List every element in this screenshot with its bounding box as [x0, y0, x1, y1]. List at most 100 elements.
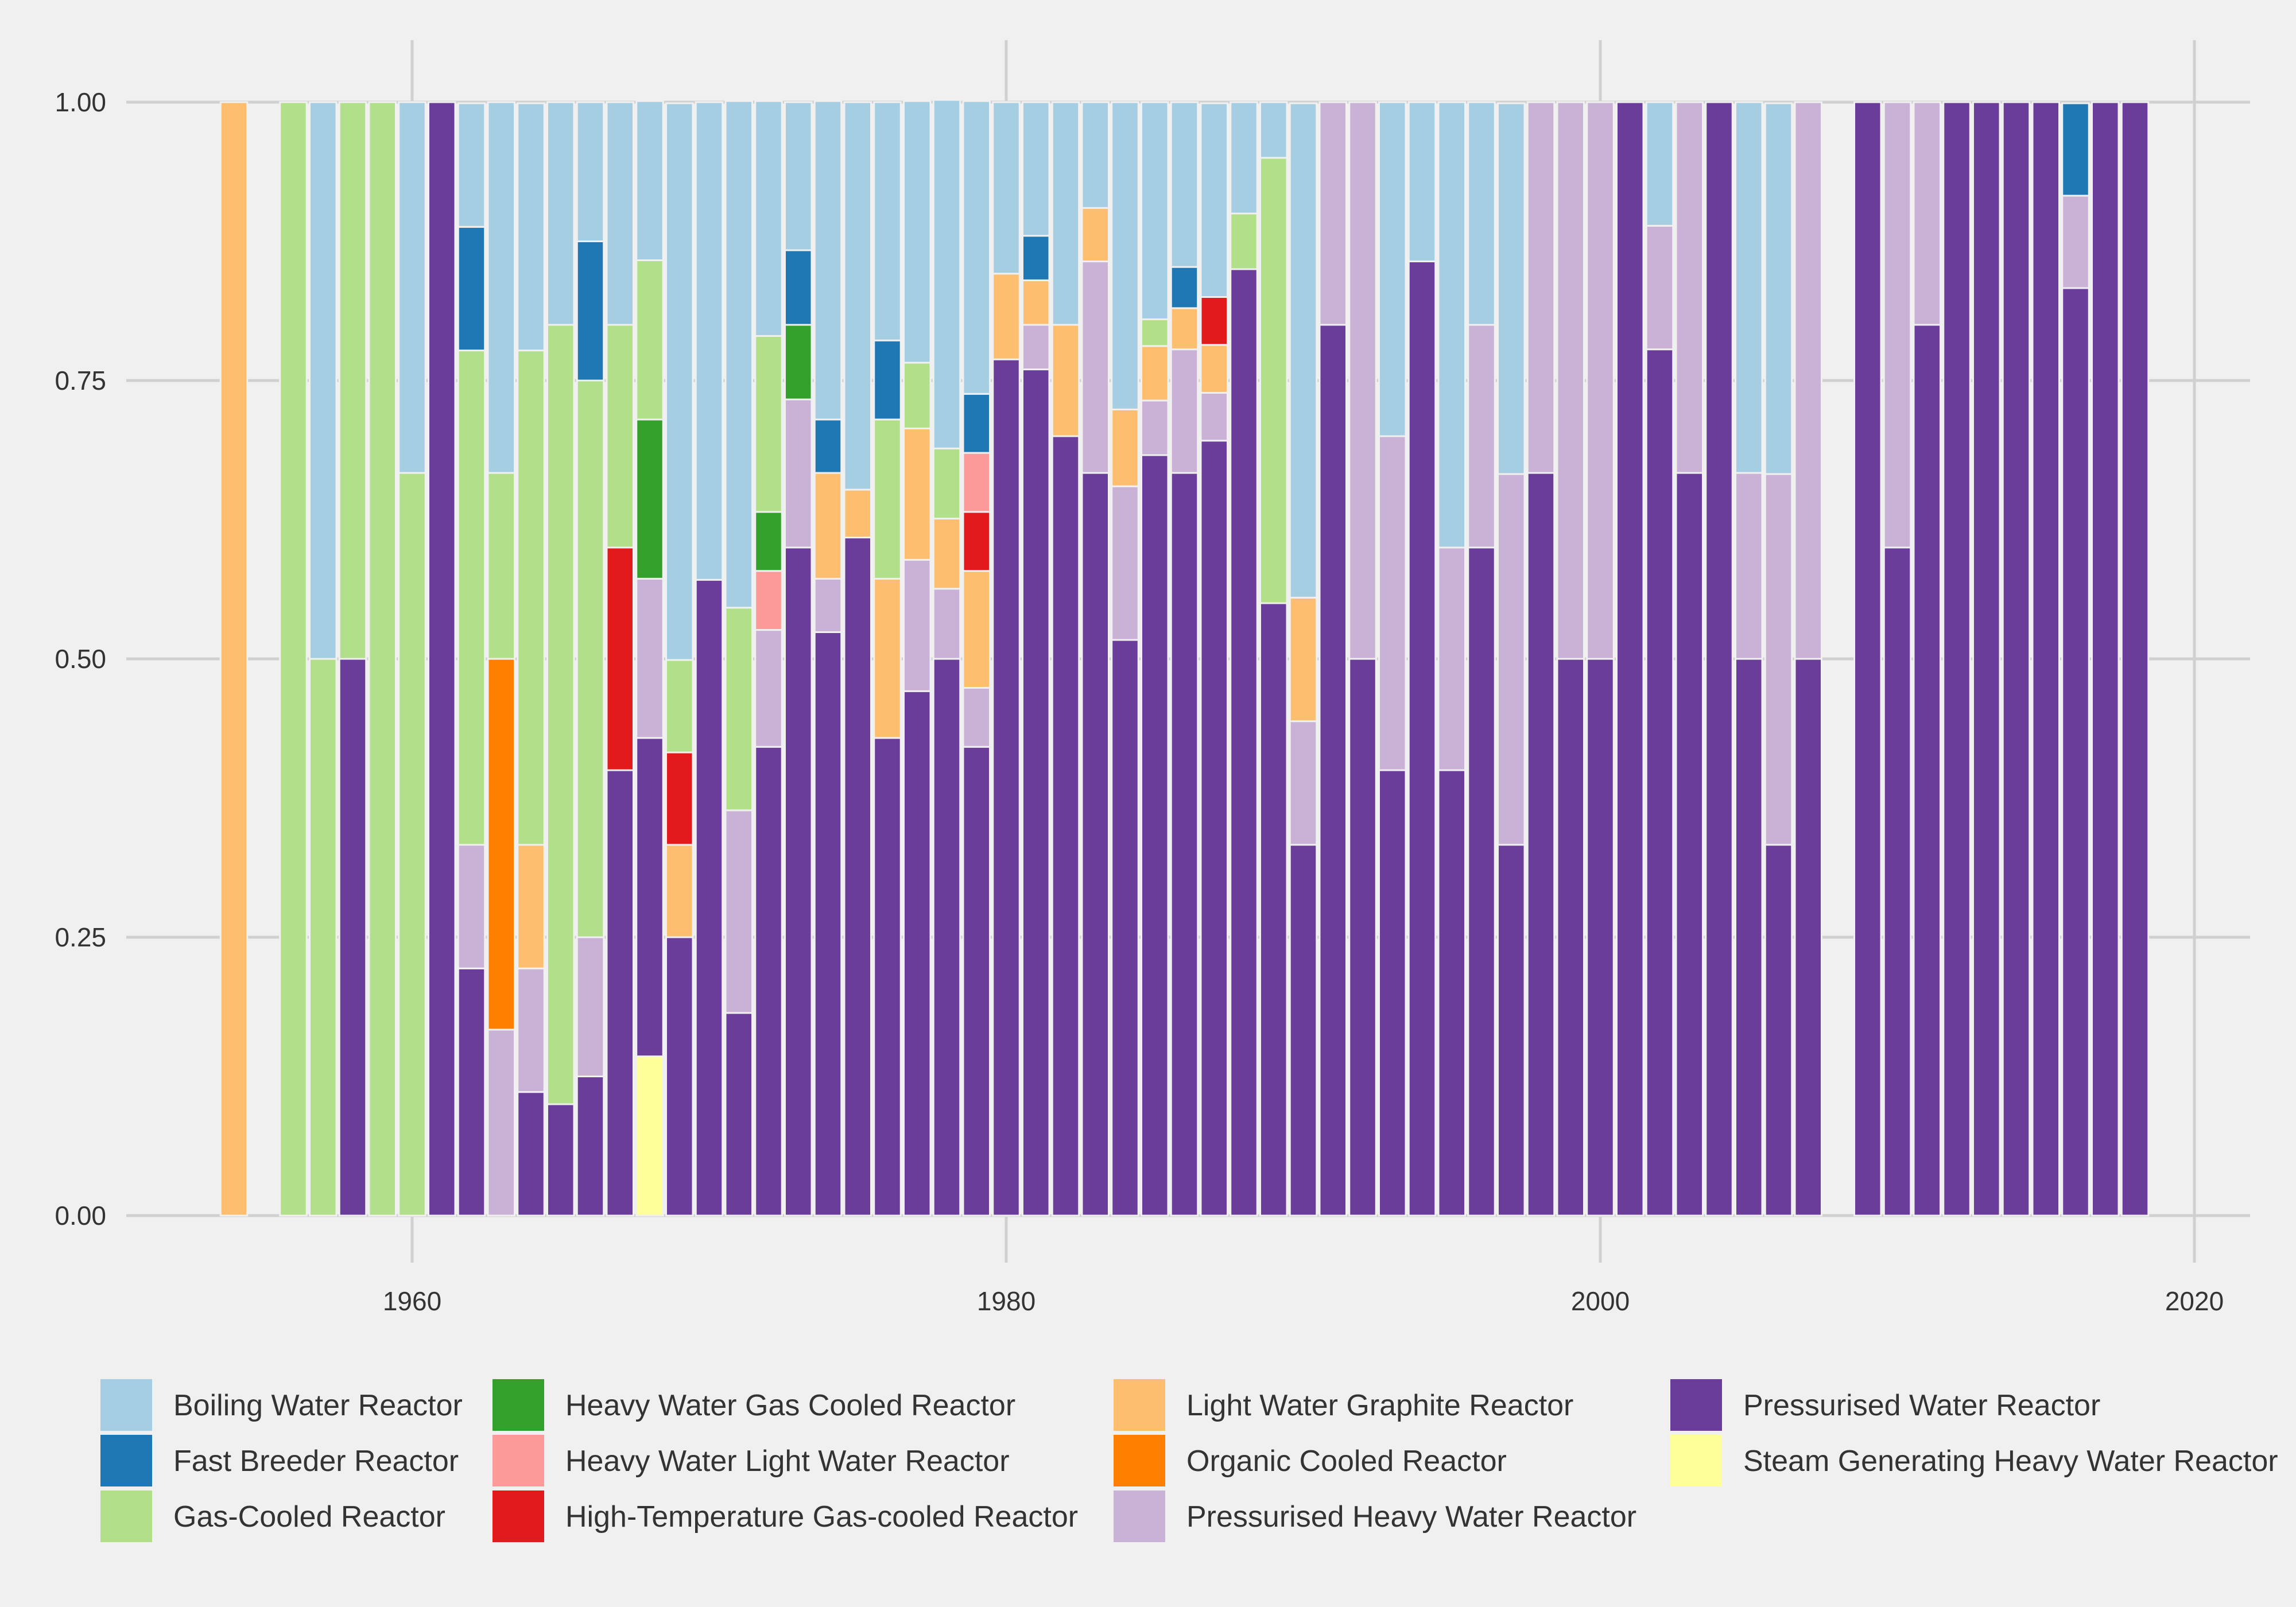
bar-segment-1987-pressurised-water-reactor — [1200, 440, 1228, 1217]
bar-segment-1980-boiling-water-reactor — [992, 101, 1021, 275]
bar-segment-1977-boiling-water-reactor — [903, 100, 932, 364]
bar-segment-1962-pressurised-water-reactor — [457, 967, 486, 1217]
bar-segment-1977-pressurised-heavy-water-reactor — [903, 558, 932, 692]
bar-segment-1956-gas-cooled-reactor — [279, 101, 308, 1217]
bar-segment-1966-pressurised-heavy-water-reactor — [576, 936, 605, 1077]
bar-segment-2018-pressurised-water-reactor — [2120, 101, 2150, 1217]
bar-segment-1977-pressurised-water-reactor — [903, 690, 932, 1217]
bar-segment-1997-pressurised-water-reactor — [1497, 844, 1526, 1217]
bar-segment-1991-pressurised-water-reactor — [1318, 324, 1347, 1217]
bar-segment-1988-pressurised-water-reactor — [1230, 268, 1258, 1217]
bar-segment-1972-boiling-water-reactor — [754, 100, 783, 337]
bar-segment-1958-gas-cooled-reactor — [338, 101, 367, 660]
bar-segment-2012-pressurised-water-reactor — [1942, 101, 1971, 1217]
bar-segment-1972-heavy-water-light-water-reactor — [754, 570, 783, 631]
bar-segment-1968-boiling-water-reactor — [635, 100, 664, 261]
bar-segment-1969-pressurised-water-reactor — [665, 936, 694, 1217]
bar-segment-1999-pressurised-water-reactor — [1556, 658, 1585, 1217]
y-tick-label: 1.00 — [55, 87, 106, 117]
bar-segment-2009-pressurised-water-reactor — [1853, 101, 1882, 1217]
bar-segment-1992-pressurised-water-reactor — [1348, 658, 1377, 1217]
legend-label-light-water-graphite-reactor: Light Water Graphite Reactor — [1186, 1389, 1573, 1422]
bar-segment-1967-high-temperature-gas-cooled-reactor — [606, 546, 634, 771]
legend-key-organic-cooled-reactor — [1114, 1435, 1165, 1486]
bar-segment-1972-pressurised-water-reactor — [754, 746, 783, 1217]
bar-segment-1987-high-temperature-gas-cooled-reactor — [1200, 296, 1228, 346]
bar-segment-1982-light-water-graphite-reactor — [1051, 324, 1080, 437]
bar-segment-1990-light-water-graphite-reactor — [1289, 596, 1318, 723]
legend-key-heavy-water-gas-cooled-reactor — [492, 1379, 544, 1431]
legend: Boiling Water Reactor Fast Breeder Reacto… — [100, 1379, 2278, 1542]
y-tick-label: 0.25 — [55, 922, 106, 952]
bar-segment-2002-pressurised-heavy-water-reactor — [1645, 224, 1674, 351]
bar-segment-2005-pressurised-heavy-water-reactor — [1735, 472, 1763, 660]
bar-segment-1976-pressurised-water-reactor — [873, 737, 902, 1217]
bar-segment-1991-pressurised-heavy-water-reactor — [1318, 101, 1347, 326]
bar-segment-1973-boiling-water-reactor — [784, 101, 813, 251]
bar-segment-1983-light-water-graphite-reactor — [1081, 207, 1110, 262]
bar-segment-1998-pressurised-water-reactor — [1526, 472, 1556, 1217]
bar-segment-2013-pressurised-water-reactor — [1972, 101, 2001, 1217]
bar-segment-1984-boiling-water-reactor — [1111, 101, 1139, 410]
bar-segment-1974-pressurised-heavy-water-reactor — [813, 577, 843, 633]
bars — [219, 99, 2150, 1217]
bar-segment-1977-gas-cooled-reactor — [903, 362, 932, 429]
bar-segment-2002-boiling-water-reactor — [1645, 101, 1674, 227]
bar-segment-1986-light-water-graphite-reactor — [1170, 307, 1199, 351]
legend-label-high-temperature-gas-cooled-reactor: High-Temperature Gas-cooled Reactor — [565, 1500, 1078, 1534]
bar-segment-1999-pressurised-heavy-water-reactor — [1556, 101, 1585, 660]
bar-segment-1968-pressurised-water-reactor — [635, 737, 664, 1058]
bar-segment-1979-pressurised-water-reactor — [962, 746, 991, 1217]
legend-key-fast-breeder-reactor — [100, 1435, 152, 1486]
bar-segment-1984-light-water-graphite-reactor — [1111, 408, 1139, 487]
bar-segment-1990-pressurised-water-reactor — [1289, 844, 1318, 1217]
legend-key-heavy-water-light-water-reactor — [492, 1435, 544, 1486]
bar-segment-1985-boiling-water-reactor — [1141, 101, 1169, 320]
bar-segment-1981-pressurised-water-reactor — [1022, 368, 1050, 1217]
bar-segment-1962-fast-breeder-reactor — [457, 226, 486, 352]
bar-segment-1967-boiling-water-reactor — [606, 101, 634, 326]
bar-segment-1954-light-water-graphite-reactor — [219, 101, 249, 1217]
x-tick-label: 1960 — [383, 1286, 441, 1316]
bar-segment-1993-boiling-water-reactor — [1378, 101, 1407, 437]
bar-segment-2003-pressurised-water-reactor — [1675, 472, 1704, 1217]
bar-segment-1986-pressurised-heavy-water-reactor — [1170, 348, 1199, 474]
bar-segment-1979-high-temperature-gas-cooled-reactor — [962, 511, 991, 572]
bar-segment-2005-boiling-water-reactor — [1735, 101, 1763, 474]
bar-segment-1968-pressurised-heavy-water-reactor — [635, 577, 664, 739]
bar-segment-2014-pressurised-water-reactor — [2002, 101, 2031, 1217]
bar-segment-2005-pressurised-water-reactor — [1735, 658, 1763, 1217]
legend-label-fast-breeder-reactor: Fast Breeder Reactor — [173, 1445, 459, 1478]
bar-segment-1965-pressurised-water-reactor — [546, 1103, 575, 1217]
bar-segment-1979-light-water-graphite-reactor — [962, 570, 991, 689]
bar-segment-1980-light-water-graphite-reactor — [992, 273, 1021, 360]
bar-segment-1969-high-temperature-gas-cooled-reactor — [665, 751, 694, 846]
bar-segment-1981-boiling-water-reactor — [1022, 101, 1050, 237]
bar-segment-1977-light-water-graphite-reactor — [903, 427, 932, 561]
bar-segment-1985-pressurised-water-reactor — [1141, 454, 1169, 1217]
legend-label-organic-cooled-reactor: Organic Cooled Reactor — [1186, 1445, 1507, 1478]
legend-label-gas-cooled-reactor: Gas-Cooled Reactor — [173, 1500, 445, 1534]
bar-segment-1987-light-water-graphite-reactor — [1200, 344, 1228, 394]
bar-segment-2004-pressurised-water-reactor — [1705, 101, 1733, 1217]
bar-segment-1975-boiling-water-reactor — [843, 101, 872, 491]
bar-segment-1957-gas-cooled-reactor — [309, 658, 338, 1217]
bar-segment-1990-pressurised-heavy-water-reactor — [1289, 720, 1318, 846]
legend-label-heavy-water-light-water-reactor: Heavy Water Light Water Reactor — [565, 1445, 1010, 1478]
bar-segment-2010-pressurised-water-reactor — [1883, 546, 1912, 1217]
legend-label-steam-generating-heavy-water-reactor: Steam Generating Heavy Water Reactor — [1743, 1445, 2278, 1478]
bar-segment-2000-pressurised-water-reactor — [1586, 658, 1615, 1217]
bar-segment-2006-boiling-water-reactor — [1764, 102, 1793, 475]
bar-segment-1967-pressurised-water-reactor — [606, 769, 634, 1217]
bar-segment-2003-pressurised-heavy-water-reactor — [1675, 101, 1704, 474]
bar-segment-1971-gas-cooled-reactor — [724, 607, 753, 812]
bar-segment-1979-pressurised-heavy-water-reactor — [962, 686, 991, 748]
bar-segment-1970-boiling-water-reactor — [695, 101, 724, 581]
legend-key-pressurised-water-reactor — [1670, 1379, 1722, 1431]
bar-segment-1990-boiling-water-reactor — [1289, 102, 1318, 599]
y-tick-label: 0.00 — [55, 1201, 106, 1231]
bar-segment-1966-boiling-water-reactor — [576, 101, 605, 242]
bar-segment-1983-boiling-water-reactor — [1081, 101, 1110, 209]
bar-segment-1976-light-water-graphite-reactor — [873, 577, 902, 739]
